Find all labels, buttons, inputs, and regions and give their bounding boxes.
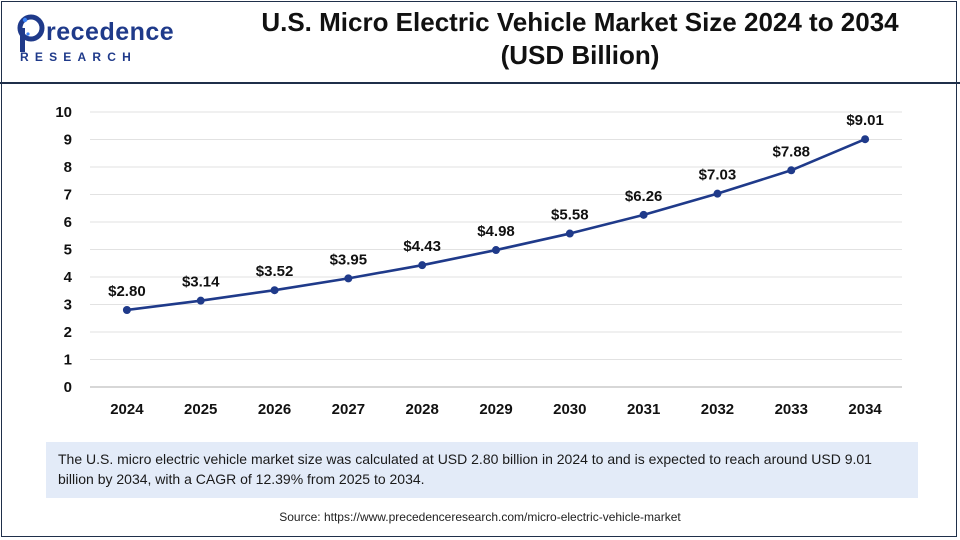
y-tick-label: 2 (64, 324, 72, 341)
data-label: $6.26 (625, 188, 663, 205)
data-point (713, 189, 722, 198)
x-tick-label: 2028 (405, 401, 438, 418)
x-tick-label: 2031 (627, 401, 660, 418)
y-tick-label: 9 (64, 132, 72, 149)
data-point (270, 286, 279, 295)
chart-title-line2: (USD Billion) (500, 40, 660, 70)
source-citation: Source: https://www.precedenceresearch.c… (279, 510, 681, 524)
x-tick-label: 2026 (258, 401, 291, 418)
data-point (639, 210, 648, 219)
x-tick-label: 2033 (775, 401, 808, 418)
data-point (122, 306, 131, 314)
y-tick-label: 10 (55, 104, 72, 121)
line-chart: 0 1 2 3 4 5 6 7 8 9 10 2024 2025 2026 2027 2028 2029 2030… (55, 104, 902, 418)
y-tick-label: 0 (64, 379, 72, 396)
x-tick-label: 2034 (848, 401, 882, 418)
data-label: $4.43 (403, 238, 441, 255)
header-divider (0, 82, 960, 84)
data-label: $7.88 (772, 143, 810, 160)
data-label: $2.80 (108, 283, 146, 300)
data-label: $5.58 (551, 207, 589, 224)
brand-name-bottom: RESEARCH (20, 50, 137, 64)
data-point (565, 229, 574, 238)
chart-title: U.S. Micro Electric Vehicle Market Size … (200, 6, 960, 72)
data-label: $3.95 (330, 251, 368, 268)
x-tick-label: 2027 (332, 401, 365, 418)
summary-note: The U.S. micro electric vehicle market s… (46, 442, 918, 498)
x-tick-label: 2029 (479, 401, 512, 418)
brand-logo: recedence RESEARCH (12, 12, 192, 68)
data-point (344, 274, 353, 283)
y-tick-label: 3 (64, 297, 72, 314)
data-label: $7.03 (699, 167, 737, 184)
y-tick-label: 6 (64, 214, 72, 231)
y-tick-label: 5 (64, 242, 72, 259)
x-tick-label: 2030 (553, 401, 586, 418)
data-label: $4.98 (477, 223, 515, 240)
x-tick-label: 2032 (701, 401, 734, 418)
data-point (861, 135, 870, 144)
x-tick-label: 2024 (110, 401, 144, 418)
data-label: $9.01 (846, 112, 884, 129)
data-point (492, 246, 500, 255)
logo-p-icon (17, 14, 45, 52)
data-label: $3.52 (256, 263, 294, 280)
data-point (787, 166, 796, 175)
data-point (196, 296, 205, 305)
brand-name-top: recedence (46, 18, 175, 46)
data-point (418, 261, 427, 270)
chart-title-line1: U.S. Micro Electric Vehicle Market Size … (261, 7, 899, 37)
y-tick-label: 8 (64, 159, 72, 176)
header: recedence RESEARCH U.S. Micro Electric V… (0, 0, 960, 82)
x-tick-label: 2025 (184, 401, 217, 418)
data-label: $3.14 (182, 274, 220, 291)
y-tick-label: 1 (64, 352, 72, 369)
y-tick-label: 7 (64, 187, 72, 204)
y-tick-label: 4 (64, 269, 73, 286)
